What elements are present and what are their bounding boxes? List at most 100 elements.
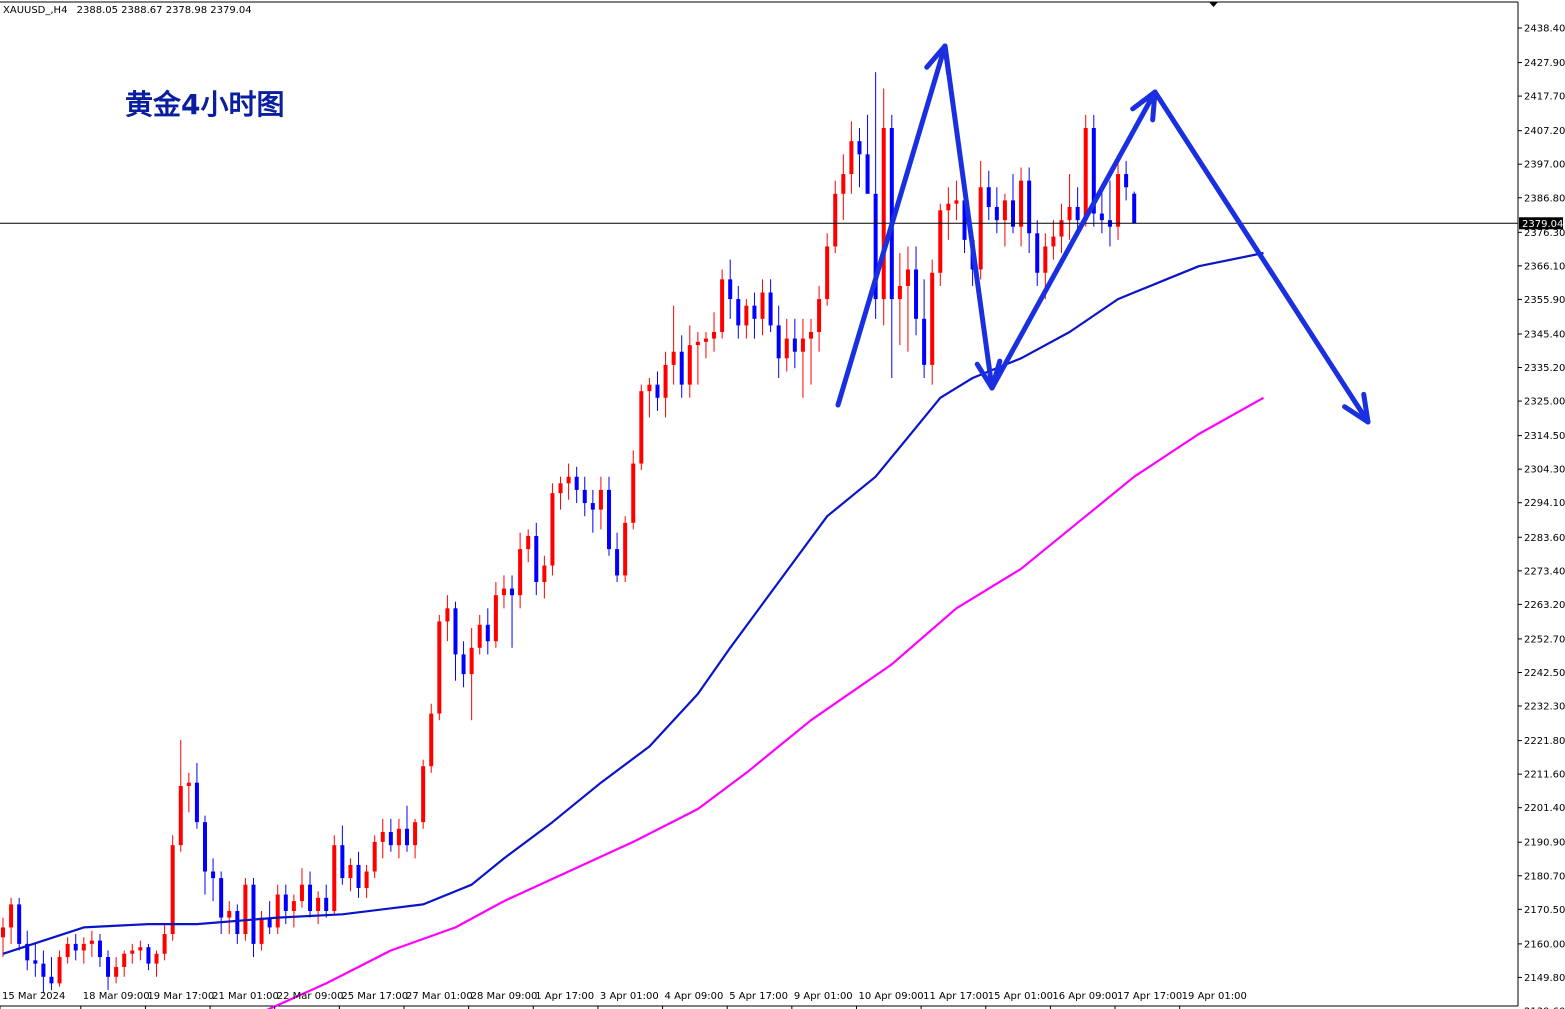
candle-body	[905, 269, 910, 286]
slow-moving-average-line	[266, 396, 1265, 1009]
candle-body	[1075, 206, 1080, 221]
candle-body	[1091, 128, 1096, 214]
candle-body	[1027, 180, 1032, 234]
candle-body	[97, 940, 102, 958]
candle-body	[663, 364, 668, 398]
candle-body	[897, 285, 902, 300]
candle-body	[518, 549, 523, 596]
candle-body	[170, 845, 175, 935]
candlestick-series	[1, 72, 1137, 994]
candle-body	[219, 878, 224, 918]
y-tick-label: 2211.60	[1524, 770, 1565, 781]
y-tick-label: 2407.20	[1524, 126, 1565, 137]
candle-body	[388, 832, 393, 846]
candle-body	[857, 141, 862, 155]
candle-body	[510, 588, 515, 596]
x-tick-label: 1 Apr 17:00	[535, 991, 594, 1002]
candle-body	[380, 832, 385, 842]
candle-body	[1124, 174, 1129, 188]
candle-body	[477, 624, 482, 648]
arrow-shaft	[942, 43, 995, 391]
current-price-line: 2379.04	[0, 217, 1563, 230]
y-tick-label: 2242.50	[1524, 668, 1565, 679]
candle-body	[534, 535, 539, 583]
candle-body	[106, 957, 111, 977]
candle-body	[849, 141, 854, 175]
candle-body	[146, 947, 151, 964]
arrow-down-forecast	[1152, 89, 1371, 425]
candle-body	[679, 351, 684, 385]
arrow-shaft	[835, 43, 948, 408]
plot-frame	[0, 1, 1519, 1007]
candle-body	[501, 588, 506, 596]
y-tick-label: 2366.10	[1524, 261, 1565, 272]
y-tick-label: 2355.90	[1524, 295, 1565, 306]
candle-body	[49, 976, 54, 984]
candle-body	[1043, 246, 1048, 273]
y-tick-label: 2160.00	[1524, 939, 1565, 950]
y-tick-label: 2438.40	[1524, 24, 1565, 35]
arrow-shaft	[1152, 89, 1371, 425]
candle-body	[800, 338, 805, 352]
candle-body	[607, 489, 611, 550]
candle-body	[413, 822, 418, 846]
candle-body	[429, 713, 434, 767]
candle-body	[655, 384, 660, 398]
candle-body	[590, 503, 595, 510]
y-tick-label: 2252.70	[1524, 634, 1565, 645]
x-tick-label: 28 Mar 09:00	[471, 991, 538, 1002]
candle-body	[283, 894, 288, 911]
candle-body	[776, 325, 781, 359]
candle-body	[671, 351, 676, 365]
candle-body	[25, 943, 30, 961]
y-tick-label: 2397.00	[1524, 160, 1565, 171]
candle-body	[211, 871, 216, 879]
candle-body	[186, 782, 191, 786]
y-tick-label: 2263.20	[1524, 600, 1565, 611]
candle-body	[962, 200, 967, 240]
fast-moving-average-line	[2, 251, 1264, 955]
candle-body	[235, 910, 240, 935]
candle-body	[1011, 200, 1015, 227]
x-tick-label: 5 Apr 17:00	[729, 991, 788, 1002]
x-tick-label: 4 Apr 09:00	[665, 991, 724, 1002]
x-tick-label: 21 Mar 01:00	[212, 991, 279, 1002]
chart-shift-marker	[1209, 2, 1218, 7]
x-tick-label: 27 Mar 01:00	[406, 991, 473, 1002]
candle-body	[1116, 174, 1121, 227]
candle-body	[558, 483, 563, 494]
candle-body	[1067, 206, 1072, 221]
x-tick-label: 17 Apr 17:00	[1117, 991, 1182, 1002]
candle-body	[372, 841, 377, 872]
candle-body	[1132, 193, 1137, 224]
candle-body	[978, 187, 983, 270]
candle-body	[695, 341, 700, 346]
candle-body	[784, 338, 789, 359]
candle-body	[73, 943, 78, 951]
candle-body	[33, 960, 38, 964]
current-price-label: 2379.04	[1522, 219, 1563, 230]
candle-body	[57, 957, 62, 984]
candle-body	[227, 910, 232, 918]
x-tick-label: 22 Mar 09:00	[277, 991, 344, 1002]
candle-body	[493, 595, 498, 642]
candle-body	[946, 203, 951, 211]
candle-body	[1019, 180, 1024, 227]
symbol-label: XAUUSD_,H4	[3, 5, 67, 16]
candle-body	[841, 174, 846, 194]
y-tick-label: 2427.90	[1524, 58, 1565, 69]
candle-body	[574, 476, 579, 490]
candle-body	[728, 279, 733, 300]
candle-body	[703, 338, 708, 342]
y-tick-label: 2232.30	[1524, 702, 1565, 713]
arrow-head	[1342, 391, 1371, 425]
y-tick-label: 2345.40	[1524, 329, 1565, 340]
candle-body	[308, 884, 313, 911]
candle-body	[994, 206, 999, 221]
candle-body	[203, 822, 207, 872]
y-tick-label: 2325.00	[1524, 397, 1565, 408]
candle-body	[1002, 200, 1007, 221]
y-tick-label: 2376.30	[1524, 228, 1565, 239]
candle-body	[130, 950, 135, 954]
